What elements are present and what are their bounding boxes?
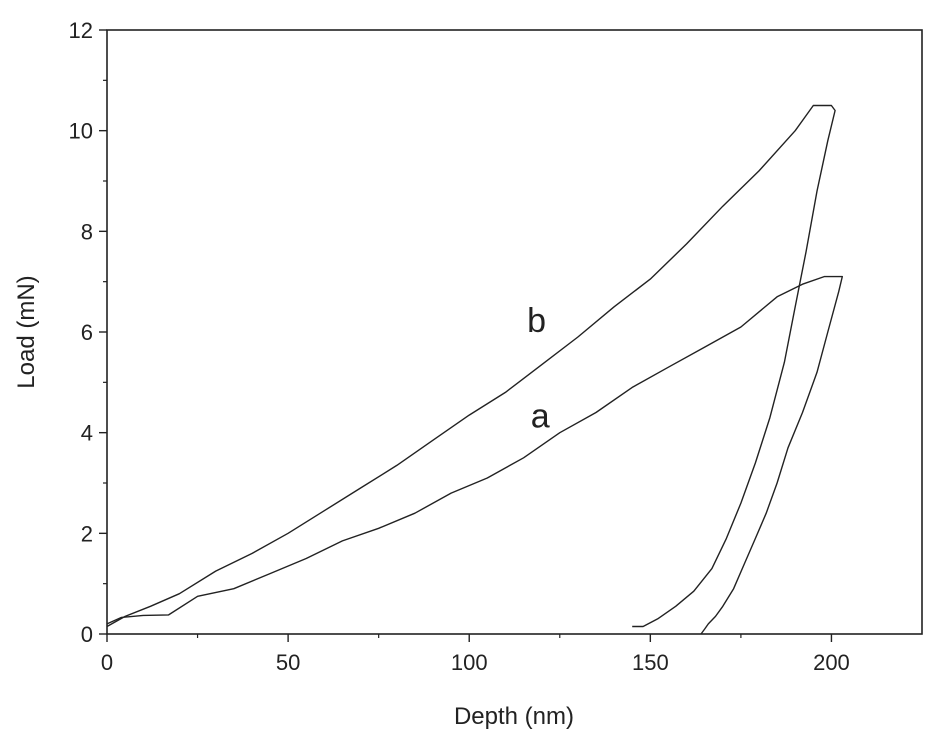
y-axis-ticks: 0 2 4 6 8 10 12 <box>69 18 107 647</box>
y-tick-label: 8 <box>81 219 93 244</box>
plot-frame <box>106 29 923 635</box>
curve-b <box>106 104 836 628</box>
y-tick-label: 2 <box>81 521 93 546</box>
y-axis-title: Load (mN) <box>13 275 40 388</box>
x-tick-label: 100 <box>451 650 488 675</box>
curve-a <box>106 275 843 635</box>
y-tick-label: 4 <box>81 421 93 446</box>
y-tick-label: 10 <box>69 119 93 144</box>
x-tick-label: 0 <box>101 650 113 675</box>
curve-label-a: a <box>531 398 550 436</box>
x-tick-label: 200 <box>813 650 850 675</box>
y-tick-label: 12 <box>69 18 93 43</box>
x-tick-label: 150 <box>632 650 669 675</box>
curve-annotations: ab <box>527 302 550 436</box>
curves-group <box>106 104 843 635</box>
y-tick-label: 0 <box>81 622 93 647</box>
x-axis-ticks: 0 50 100 150 200 <box>101 634 850 675</box>
x-axis-title: Depth (nm) <box>454 703 574 730</box>
curve-label-b: b <box>527 302 546 340</box>
x-tick-label: 50 <box>276 650 300 675</box>
y-tick-label: 6 <box>81 320 93 345</box>
